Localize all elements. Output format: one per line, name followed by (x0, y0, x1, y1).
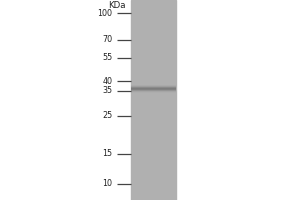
Text: 40: 40 (103, 77, 112, 86)
Bar (130, 89, 176, 90)
Text: 55: 55 (102, 53, 112, 62)
Bar (130, 86, 176, 87)
Text: KDa: KDa (109, 1, 126, 10)
Text: 15: 15 (102, 149, 112, 158)
Bar (130, 92, 176, 93)
Bar (130, 0, 176, 200)
Bar (130, 85, 176, 86)
Text: 100: 100 (98, 9, 112, 18)
Bar (130, 90, 176, 91)
Text: 25: 25 (102, 111, 112, 120)
Bar (130, 87, 176, 88)
Text: 10: 10 (103, 179, 112, 188)
Bar (130, 91, 176, 92)
Bar (130, 88, 176, 89)
Text: 35: 35 (102, 86, 112, 95)
Text: 70: 70 (102, 35, 112, 44)
